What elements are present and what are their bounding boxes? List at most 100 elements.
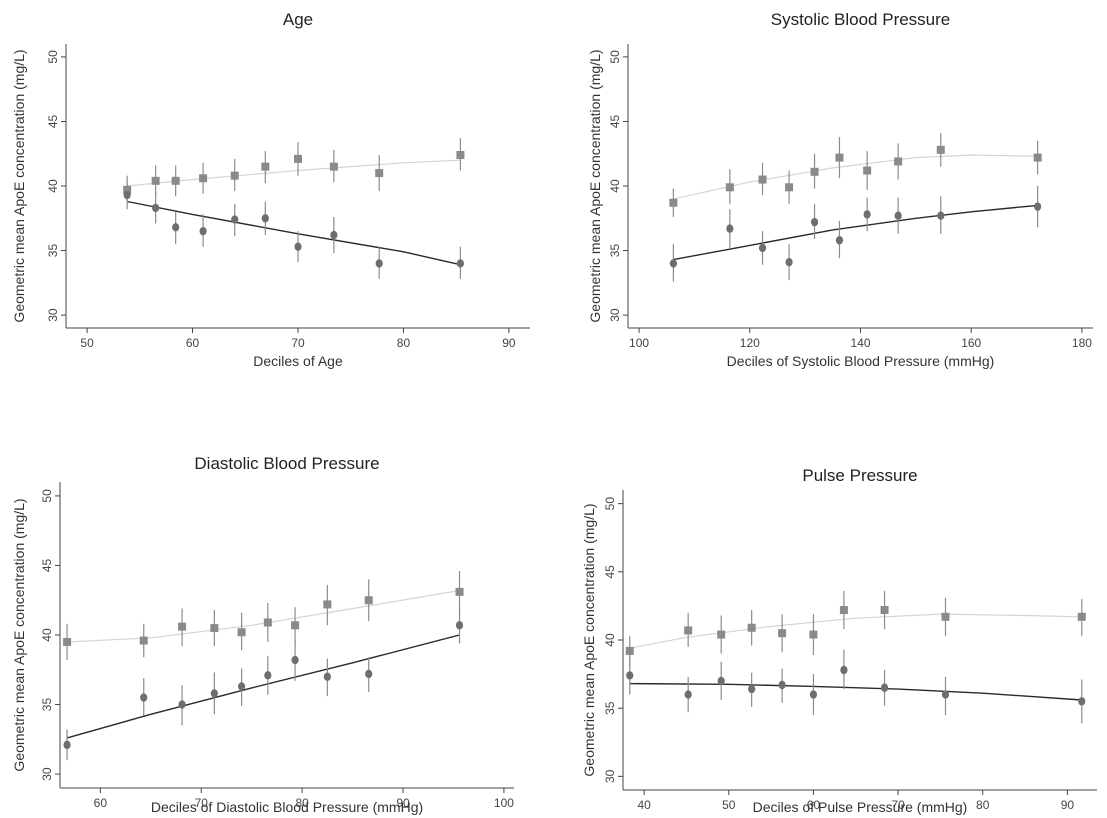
data-point-square <box>238 628 246 636</box>
data-point-square <box>152 177 160 185</box>
data-point-square <box>172 177 180 185</box>
data-point-square <box>178 623 186 631</box>
data-point-square <box>894 157 902 165</box>
data-point-square <box>785 183 793 191</box>
data-point-square <box>456 151 464 159</box>
data-point-square <box>140 637 148 645</box>
fit-line-series-1 <box>630 614 1082 648</box>
x-tick-label: 160 <box>961 336 981 350</box>
x-tick-label: 80 <box>397 336 411 350</box>
data-point-square <box>210 624 218 632</box>
x-tick-label: 90 <box>502 336 516 350</box>
y-tick-label: 45 <box>46 114 60 128</box>
data-point-square <box>261 163 269 171</box>
y-tick-label: 35 <box>40 698 54 712</box>
data-point-square <box>330 163 338 171</box>
data-point-circle <box>811 218 818 226</box>
panel-diastolic-blood-pressure: 60 70 80 90 100 30 35 40 45 50 Diastolic Blood Pre… <box>11 454 514 815</box>
y-tick-label: 40 <box>40 628 54 642</box>
data-point-circle <box>365 670 372 678</box>
chart-title: Age <box>283 10 313 29</box>
data-point-square <box>323 600 331 608</box>
panel-pulse-pressure: 40 50 60 70 80 903035404550Pulse PressureDeci… <box>581 466 1097 815</box>
data-point-square <box>375 169 383 177</box>
data-point-circle <box>291 656 298 664</box>
x-tick-label: 60 <box>94 796 108 810</box>
data-point-circle <box>140 693 147 701</box>
data-point-circle <box>1078 697 1085 705</box>
data-point-circle <box>456 621 463 629</box>
x-tick-label: 120 <box>740 336 760 350</box>
y-tick-label: 45 <box>40 558 54 572</box>
data-point-square <box>881 606 889 614</box>
x-tick-label: 60 <box>186 336 200 350</box>
data-point-square <box>199 174 207 182</box>
data-point-circle <box>172 223 179 231</box>
x-axis-label: Deciles of Age <box>253 353 343 369</box>
data-point-square <box>626 647 634 655</box>
data-point-square <box>759 176 767 184</box>
data-point-circle <box>264 671 271 679</box>
data-point-circle <box>294 242 301 250</box>
data-point-circle <box>1034 202 1041 210</box>
y-axis-label: Geometric mean ApoE concentration (mg/L) <box>581 503 597 776</box>
data-point-circle <box>238 682 245 690</box>
data-point-circle <box>937 211 944 219</box>
data-point-circle <box>670 259 677 267</box>
chart-title: Diastolic Blood Pressure <box>194 454 379 473</box>
data-point-circle <box>152 204 159 212</box>
x-axis-label: Deciles of Pulse Pressure (mmHg) <box>753 799 968 815</box>
chart-title: Systolic Blood Pressure <box>771 10 951 29</box>
y-tick-label: 40 <box>46 179 60 193</box>
data-point-circle <box>199 227 206 235</box>
y-tick-label: 50 <box>608 50 622 64</box>
data-point-square <box>294 155 302 163</box>
fit-line-series-1 <box>673 155 1037 199</box>
data-point-square <box>811 168 819 176</box>
data-point-square <box>63 638 71 646</box>
fit-line-series-2 <box>630 684 1082 700</box>
data-point-circle <box>840 666 847 674</box>
y-tick-label: 30 <box>40 767 54 781</box>
data-point-circle <box>836 236 843 244</box>
data-point-square <box>669 199 677 207</box>
data-point-square <box>937 146 945 154</box>
fit-line-series-2 <box>673 205 1037 259</box>
y-tick-label: 45 <box>603 565 617 579</box>
x-tick-label: 90 <box>1061 798 1075 812</box>
x-tick-label: 140 <box>850 336 870 350</box>
data-point-square <box>1078 613 1086 621</box>
data-point-circle <box>685 690 692 698</box>
y-tick-label: 30 <box>608 308 622 322</box>
x-tick-label: 50 <box>722 798 736 812</box>
x-tick-label: 180 <box>1072 336 1092 350</box>
x-tick-label: 100 <box>494 796 514 810</box>
data-point-square <box>863 167 871 175</box>
data-point-circle <box>895 211 902 219</box>
fit-line-series-2 <box>127 202 460 265</box>
data-point-circle <box>779 681 786 689</box>
data-point-circle <box>324 673 331 681</box>
fit-line-series-2 <box>67 635 459 738</box>
data-point-circle <box>330 231 337 239</box>
y-tick-label: 40 <box>608 179 622 193</box>
x-tick-label: 50 <box>80 336 94 350</box>
data-point-circle <box>178 700 185 708</box>
y-tick-label: 50 <box>603 497 617 511</box>
data-point-circle <box>457 259 464 267</box>
data-point-square <box>809 631 817 639</box>
data-point-circle <box>718 677 725 685</box>
data-point-square <box>231 172 239 180</box>
data-point-circle <box>864 210 871 218</box>
data-point-square <box>456 588 464 596</box>
y-axis-label: Geometric mean ApoE concentration (mg/L) <box>11 49 27 322</box>
data-point-square <box>835 154 843 162</box>
data-point-circle <box>124 191 131 199</box>
data-point-circle <box>785 258 792 266</box>
data-point-square <box>748 624 756 632</box>
data-point-circle <box>231 215 238 223</box>
data-point-square <box>264 618 272 626</box>
data-point-square <box>684 626 692 634</box>
data-point-circle <box>881 684 888 692</box>
y-tick-label: 35 <box>603 701 617 715</box>
